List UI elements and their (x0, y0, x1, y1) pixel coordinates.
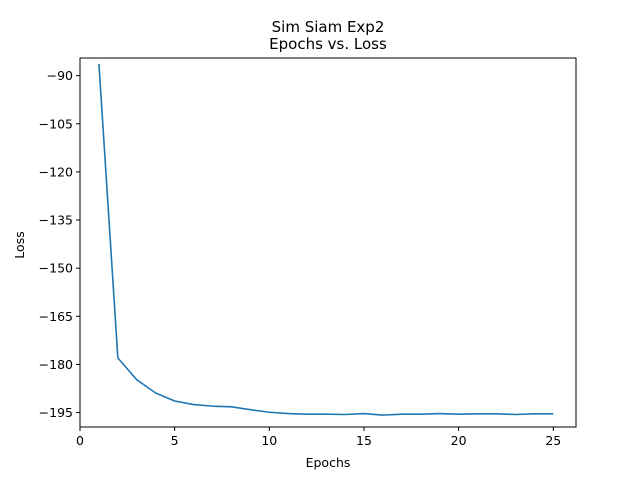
x-tick-label: 25 (545, 433, 561, 448)
x-tick-label: 15 (356, 433, 372, 448)
chart-title: Sim Siam Exp2 (272, 18, 385, 36)
y-tick-label: −165 (39, 309, 73, 324)
x-tick-label: 20 (451, 433, 467, 448)
x-tick-label: 10 (261, 433, 277, 448)
y-tick-label: −135 (39, 213, 73, 228)
x-tick-label: 0 (76, 433, 84, 448)
x-axis-label: Epochs (306, 455, 351, 470)
y-tick-label: −150 (39, 261, 73, 276)
plot-frame (79, 57, 577, 428)
plot-area: 0 5 10 15 20 25 −90 −105 −120 −135 −150 −165 −180 −19… (39, 57, 577, 448)
series-line-0 (98, 63, 554, 416)
chart-subtitle: Epochs vs. Loss (269, 35, 387, 53)
y-tick-label: −120 (39, 164, 73, 179)
y-tick-label: −105 (39, 116, 73, 131)
y-tick-label: −195 (39, 405, 73, 420)
x-tick-label: 5 (171, 433, 179, 448)
y-tick-label: −90 (47, 68, 73, 83)
y-axis-label: Loss (12, 231, 27, 258)
y-tick-label: −180 (39, 357, 73, 372)
